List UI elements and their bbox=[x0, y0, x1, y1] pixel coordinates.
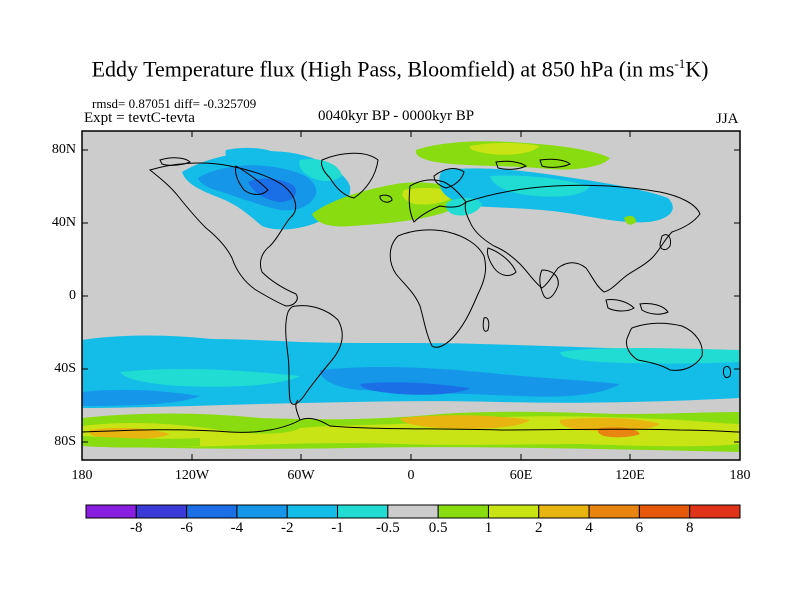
lon-label-60e: 60E bbox=[509, 468, 533, 483]
colorbar-swatch bbox=[387, 504, 439, 519]
colorbar-swatch bbox=[236, 504, 288, 519]
colorbar-swatch bbox=[135, 504, 188, 519]
lon-label-0: 0 bbox=[407, 468, 415, 483]
colorbar-label: 4 bbox=[585, 520, 593, 536]
lat-label-0: 0 bbox=[69, 288, 76, 303]
colorbar-swatch bbox=[487, 504, 540, 519]
colorbar-label: 2 bbox=[535, 520, 543, 536]
colorbar-label: 6 bbox=[635, 520, 644, 536]
colorbar-swatch bbox=[186, 504, 238, 519]
chart-title: Eddy Temperature flux (High Pass, Bloomf… bbox=[91, 56, 709, 82]
season-label: JJA bbox=[716, 111, 739, 127]
colorbar-swatch bbox=[286, 504, 339, 519]
colorbar-label: -2 bbox=[280, 520, 294, 536]
colorbar-swatch bbox=[638, 504, 691, 519]
lat-label-40n: 40N bbox=[51, 215, 76, 230]
colorbar-label: -1 bbox=[331, 520, 344, 536]
axis-ticks bbox=[81, 131, 741, 460]
colorbar-swatch bbox=[538, 504, 590, 519]
lon-label-180e: 180 bbox=[729, 468, 751, 483]
lon-label-120e: 120E bbox=[615, 468, 645, 483]
lat-label-80n: 80N bbox=[51, 142, 76, 157]
colorbar-swatch bbox=[337, 504, 389, 519]
colorbar bbox=[85, 504, 741, 519]
experiment-label: Expt = tevtC-tevta bbox=[84, 110, 195, 126]
colorbar-label: 1 bbox=[484, 520, 493, 536]
lon-label-120w: 120W bbox=[174, 468, 210, 483]
colorbar-label: -8 bbox=[130, 520, 143, 536]
colorbar-label: 8 bbox=[685, 520, 694, 536]
period-subtitle: 0040kyr BP - 0000kyr BP bbox=[318, 108, 475, 124]
lat-label-40s: 40S bbox=[54, 361, 76, 376]
rmsd-label: rmsd= 0.87051 diff= -0.325709 bbox=[92, 96, 257, 111]
colorbar-label: -6 bbox=[180, 520, 193, 536]
map-field bbox=[82, 131, 740, 460]
lon-label-60w: 60W bbox=[287, 468, 315, 483]
lat-label-80s: 80S bbox=[54, 434, 76, 449]
colorbar-swatch bbox=[85, 504, 137, 519]
colorbar-swatch bbox=[437, 504, 489, 519]
lon-label-180w: 180 bbox=[71, 468, 93, 483]
colorbar-label: 0.5 bbox=[428, 520, 448, 536]
colorbar-swatch bbox=[588, 504, 640, 519]
colorbar-swatch bbox=[689, 504, 741, 519]
coastlines bbox=[82, 152, 740, 433]
colorbar-label: -4 bbox=[230, 520, 244, 536]
colorbar-label: -0.5 bbox=[375, 520, 400, 536]
